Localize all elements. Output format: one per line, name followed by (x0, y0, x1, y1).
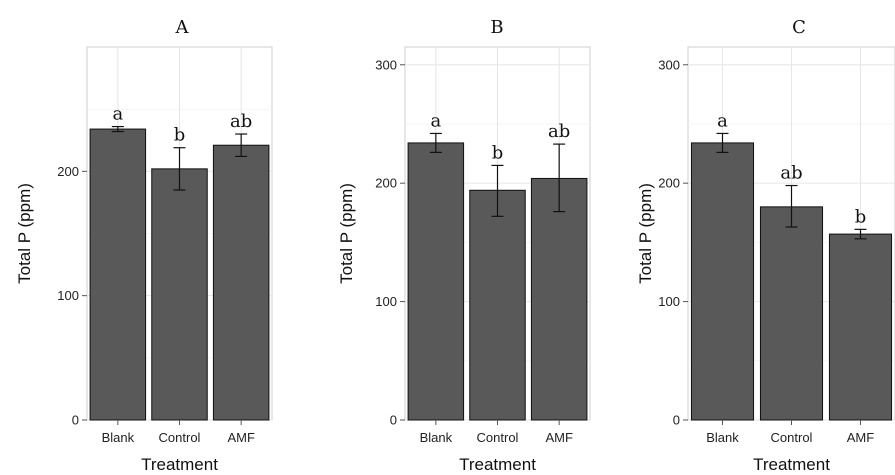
x-tick-label: Blank (420, 430, 453, 445)
y-tick-label: 200 (375, 176, 397, 191)
error-bar-blank (716, 132, 729, 153)
x-tick-label: Blank (102, 430, 135, 445)
error-bar-amf (235, 133, 248, 158)
error-bar-amf (553, 143, 566, 213)
error-bar-control (785, 184, 798, 228)
y-tick-label: 200 (57, 164, 79, 179)
x-axis-title: Treatment (753, 455, 830, 474)
y-tick-label: 100 (375, 294, 397, 309)
chart-panel-b: 0 100 200 300 a Blank b Control ab AMF B Treatment T… (337, 17, 591, 474)
bar-amf (212, 144, 270, 421)
significance-letter: ab (548, 121, 570, 142)
bar-amf (530, 177, 588, 421)
significance-letter: a (430, 110, 441, 131)
y-axis-title: Total P (ppm) (337, 183, 356, 284)
y-tick-label: 0 (390, 413, 397, 428)
error-bar-blank (429, 132, 442, 153)
chart-panel-a: 0 100 200 a Blank b Control ab AMF A Treatment Tota… (15, 17, 273, 474)
bar-control (469, 189, 526, 421)
error-bar-control (491, 164, 504, 217)
bar-blank (407, 142, 465, 421)
y-tick-label: 200 (658, 176, 680, 191)
significance-letter: a (717, 110, 728, 131)
error-bar-control (173, 147, 186, 191)
bar-control (151, 168, 208, 421)
bar-control (759, 206, 824, 421)
y-tick-label: 100 (57, 288, 79, 303)
y-tick-label: 0 (673, 413, 680, 428)
x-tick-label: AMF (847, 430, 875, 445)
error-bar-blank (111, 125, 124, 133)
bar-blank (690, 142, 755, 421)
panel-title: B (490, 17, 503, 38)
x-tick-label: Control (477, 430, 519, 445)
significance-letter: ab (780, 163, 802, 184)
chart-panel-c: 0 100 200 300 a Blank ab Control b AMF C Treatment T… (636, 17, 895, 474)
y-tick-label: 0 (72, 413, 79, 428)
y-axis-title: Total P (ppm) (15, 183, 34, 284)
panels: 0100200aBlankbControlabAMFATreatmentTota… (15, 17, 895, 474)
significance-letter: ab (230, 111, 252, 132)
x-tick-label: Blank (706, 430, 739, 445)
panel-title: A (175, 17, 190, 38)
significance-letter: b (174, 125, 186, 146)
significance-letter: b (855, 206, 867, 227)
y-tick-label: 300 (658, 57, 680, 72)
bar-blank (89, 128, 147, 421)
error-bar-amf (854, 228, 867, 240)
x-tick-label: Control (771, 430, 813, 445)
significance-letter: b (492, 142, 504, 163)
panel-title: C (792, 17, 806, 38)
x-axis-title: Treatment (459, 455, 536, 474)
y-tick-label: 300 (375, 57, 397, 72)
bar-amf (828, 233, 893, 421)
x-axis-title: Treatment (141, 455, 218, 474)
x-tick-label: AMF (227, 430, 255, 445)
x-tick-label: AMF (545, 430, 573, 445)
significance-letter: a (112, 104, 123, 125)
y-axis-title: Total P (ppm) (636, 183, 655, 284)
x-tick-label: Control (159, 430, 201, 445)
y-tick-label: 100 (658, 294, 680, 309)
